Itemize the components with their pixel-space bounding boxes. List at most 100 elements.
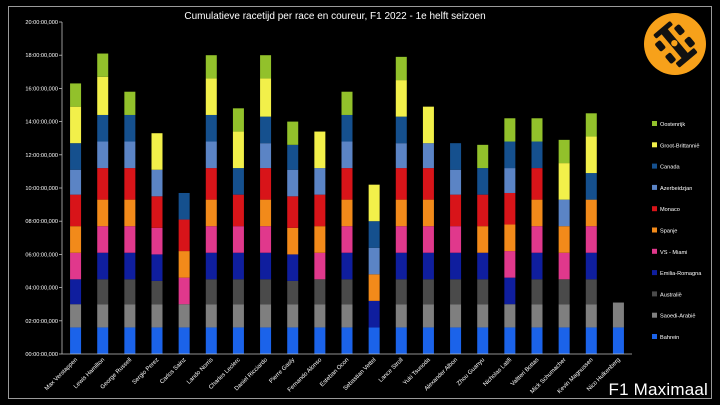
bar-segment (585, 199, 597, 227)
bar-segment (422, 226, 434, 253)
legend-swatch (652, 312, 657, 318)
bar-segment (205, 55, 217, 79)
bar-segment (450, 327, 462, 354)
bar-segment (477, 194, 489, 227)
bar-segment (287, 121, 299, 145)
x-tick-label: Lance Stroll (378, 357, 405, 384)
bar-segment (260, 304, 272, 328)
bar-segment (477, 304, 489, 328)
bar-segment (585, 136, 597, 174)
y-tick-label: 18:00:00,000 (25, 53, 58, 59)
bar-segment (260, 226, 272, 253)
f1-car-logo-icon (644, 13, 706, 75)
bar-segment (504, 141, 516, 169)
bar-segment (585, 327, 597, 354)
bar-segment (395, 304, 407, 328)
bar-segment (124, 252, 136, 280)
y-tick-label: 02:00:00,000 (25, 319, 58, 325)
bar-segment (395, 168, 407, 200)
bar-segment (97, 226, 109, 253)
bar-segment (531, 141, 543, 169)
y-tick-label: 12:00:00,000 (25, 153, 58, 159)
bar-segment (422, 279, 434, 305)
bar-segment (558, 252, 570, 280)
legend-swatch (652, 334, 657, 339)
bar-segment (151, 254, 163, 281)
bar-segment (531, 226, 543, 253)
bar-segment (341, 114, 353, 142)
y-tick-label: 20:00:00,000 (25, 20, 58, 26)
legend-swatch (652, 142, 657, 148)
bar-segment (477, 279, 489, 305)
legend-label: Bahrein (660, 335, 679, 341)
bar-segment (314, 252, 326, 280)
bar-segment (232, 131, 244, 169)
bar-segment (531, 199, 543, 227)
bar-segment (504, 277, 516, 305)
bar-segment (450, 194, 462, 227)
bar-segment (97, 76, 109, 115)
bar-segment (97, 279, 109, 305)
bar-segment (477, 168, 489, 195)
bar-segment (314, 327, 326, 354)
bar-segment (314, 168, 326, 195)
bar-segment (260, 168, 272, 200)
bar-segment (531, 118, 543, 142)
bar-segment (70, 143, 82, 170)
bar-segment (151, 327, 163, 354)
bar-segment (395, 143, 407, 169)
bar-segment (287, 144, 299, 170)
bar-segment (205, 168, 217, 200)
legend-swatch (652, 270, 657, 276)
bar-segment (558, 226, 570, 253)
bar-segment (151, 304, 163, 328)
bar-segment (395, 56, 407, 81)
bar-segment (97, 53, 109, 77)
bar-segment (124, 226, 136, 253)
bar-segment (124, 114, 136, 142)
bar-segment (422, 106, 434, 144)
bar-segment (124, 91, 136, 115)
bar-segment (232, 327, 244, 354)
y-tick-label: 14:00:00,000 (25, 120, 58, 126)
legend-swatch (652, 121, 657, 126)
bar-segment (341, 226, 353, 253)
bar-segment (612, 302, 624, 328)
bar-segment (395, 116, 407, 144)
bar-segment (341, 327, 353, 354)
bar-segment (531, 304, 543, 328)
chart-frame (8, 6, 712, 399)
y-tick-label: 00:00:00,000 (25, 352, 58, 358)
x-tick-label: Lando Norris (186, 357, 215, 386)
bar-segment (151, 280, 163, 305)
bar-segment (232, 168, 244, 195)
bar-segment (70, 169, 82, 195)
bar-segment (558, 163, 570, 200)
bar-segment (585, 173, 597, 200)
bar-segment (178, 192, 190, 220)
bar-segment (287, 254, 299, 281)
bar-segment (558, 139, 570, 164)
bar-segment (422, 168, 434, 200)
bar-segment (70, 83, 82, 107)
x-tick-label: Pierre Gasly (269, 357, 297, 385)
bar-segment (287, 280, 299, 305)
plot-area (70, 53, 624, 354)
legend-swatch (652, 248, 657, 254)
bar-segment (422, 252, 434, 280)
bar-segment (504, 251, 516, 278)
bar-segment (504, 168, 516, 193)
bar-segment (287, 169, 299, 197)
bar-segment (531, 327, 543, 354)
bar-segment (205, 327, 217, 354)
bar-segment (450, 252, 462, 280)
bar-segment (70, 327, 82, 354)
bar-segment (368, 184, 380, 222)
bar-segment (504, 118, 516, 142)
bar-segment (287, 304, 299, 328)
bar-segment (151, 196, 163, 228)
legend-label: Saoedi-Arabië (660, 314, 695, 320)
y-tick-label: 08:00:00,000 (25, 219, 58, 225)
